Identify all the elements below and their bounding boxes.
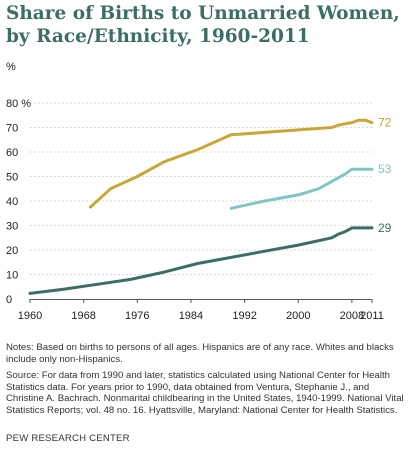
x-tick-label: 1968 (71, 310, 95, 322)
y-tick-label: 40 (6, 196, 18, 208)
credit-line: PEW RESEARCH CENTER (6, 433, 130, 444)
chart-title: Share of Births to Unmarried Women, by R… (6, 3, 400, 47)
x-tick-label: 2011 (360, 310, 384, 322)
y-tick-label: 20 (6, 245, 18, 257)
x-tick-label: 1976 (125, 310, 149, 322)
gridlines (30, 102, 372, 300)
white-end-value: 29 (378, 221, 392, 235)
y-tick-label: 50 (6, 172, 18, 184)
y-tick-label: 30 (6, 221, 18, 233)
white-series-line (28, 226, 374, 295)
x-tick-label: 1992 (232, 310, 256, 322)
series-labels: Black72Hispanic53White29 (378, 116, 392, 235)
series-lines (28, 118, 374, 295)
black-end-value: 72 (378, 116, 392, 130)
x-tick-label: 2008 (340, 310, 364, 322)
hispanic-end-value: 53 (378, 162, 392, 176)
chart-source: Source: For data from 1990 and later, st… (6, 370, 404, 416)
y-unit-label: % (6, 61, 16, 73)
y-tick-label: 80 % (6, 98, 31, 110)
x-tick-label: 1984 (179, 310, 203, 322)
y-tick-label: 10 (6, 270, 18, 282)
chart-notes: Notes: Based on births to persons of all… (6, 342, 394, 365)
y-axis: 0 10 20 30 40 50 60 70 80 % (6, 98, 31, 306)
y-tick-label: 0 (6, 294, 12, 306)
y-tick-label: 70 (6, 123, 18, 135)
y-tick-label: 60 (6, 147, 18, 159)
black-series-line (88, 118, 374, 209)
hispanic-series-line (229, 167, 374, 210)
line-chart: 0 10 20 30 40 50 60 70 80 % 1960 1968 1976 1984 1992… (6, 98, 392, 322)
x-tick-label: 2000 (286, 310, 310, 322)
x-tick-label: 1960 (18, 310, 42, 322)
